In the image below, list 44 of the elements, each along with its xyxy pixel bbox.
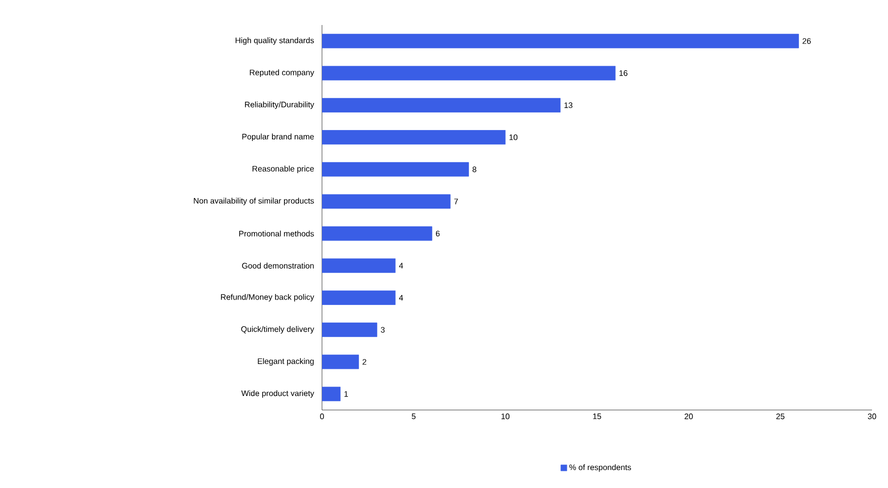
bar xyxy=(322,386,341,402)
bar xyxy=(322,290,396,305)
bar xyxy=(322,258,396,273)
y-tick-label: Reputed company xyxy=(250,69,314,77)
x-tick-label: 25 xyxy=(776,414,784,420)
y-tick-label: Reasonable price xyxy=(252,166,314,174)
data-label: 7 xyxy=(454,198,458,204)
x-tick-label: 5 xyxy=(412,414,416,420)
data-label: 13 xyxy=(564,102,572,108)
y-tick-label: Refund/Money back policy xyxy=(221,294,314,302)
y-tick-label: Promotional methods xyxy=(239,230,314,236)
bar xyxy=(322,322,378,337)
bar xyxy=(322,162,469,177)
y-tick-label: Popular brand name xyxy=(242,134,314,142)
data-label: 2 xyxy=(362,359,366,365)
y-tick-label: Elegant packing xyxy=(258,358,314,366)
data-label: 8 xyxy=(472,166,476,172)
bar xyxy=(322,34,799,48)
data-label: 1 xyxy=(344,391,348,397)
y-tick-label: High quality standards xyxy=(236,37,314,45)
data-label: 4 xyxy=(399,294,404,300)
data-label: 16 xyxy=(619,70,628,76)
legend-label: % of respondents xyxy=(569,464,632,472)
bar xyxy=(322,130,506,144)
data-label: 26 xyxy=(802,38,811,44)
data-label: 10 xyxy=(509,134,518,140)
data-label: 6 xyxy=(436,230,440,236)
x-tick-label: 15 xyxy=(593,414,602,420)
bar xyxy=(322,226,432,241)
x-tick-label: 0 xyxy=(320,414,324,420)
y-tick-label: Good demonstration xyxy=(242,262,314,269)
bar xyxy=(322,354,359,370)
y-tick-label: Quick/timely delivery xyxy=(241,326,314,334)
x-tick-label: 10 xyxy=(502,414,510,420)
x-tick-label: 20 xyxy=(684,414,693,420)
x-tick-label: 30 xyxy=(868,414,876,420)
y-tick-label: Wide product variety xyxy=(241,390,314,398)
bar xyxy=(322,66,616,80)
bar xyxy=(322,194,451,209)
y-tick-label: Non availability of similar products xyxy=(194,198,314,206)
bar xyxy=(322,98,561,112)
data-label: 3 xyxy=(380,326,385,333)
y-tick-label: Reliability/Durability xyxy=(245,101,314,109)
data-label: 4 xyxy=(399,262,404,268)
